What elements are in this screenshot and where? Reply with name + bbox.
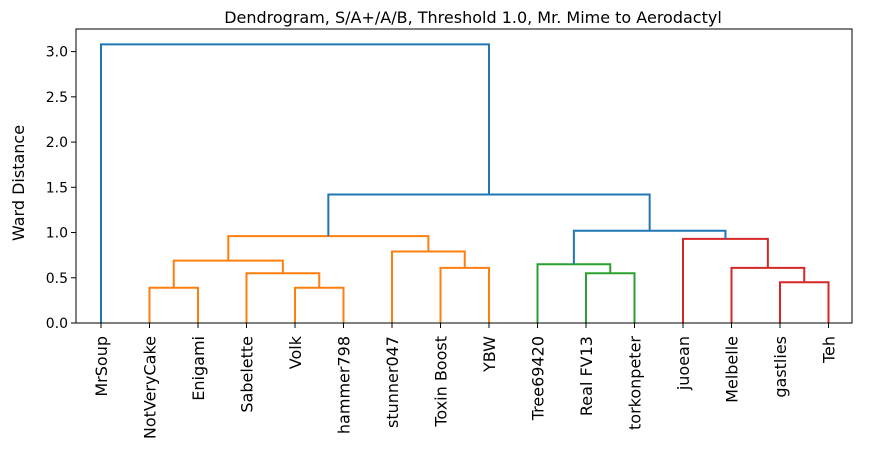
plot-area-frame — [75, 28, 853, 324]
y-axis: 0.0 0.5 1.0 1.5 2.0 2.5 3.0 — [46, 45, 76, 332]
leaf-label-2: Enigami — [189, 336, 208, 401]
leaf-label-10: Real FV13 — [577, 336, 596, 416]
y-tick-label-1: 0.5 — [46, 271, 68, 287]
y-tick-label-3: 1.5 — [46, 180, 68, 196]
dendrogram-link-3 — [172, 259, 284, 288]
leaf-label-8: YBW — [480, 336, 499, 373]
dendrogram-link-1 — [294, 286, 345, 323]
dendrogram-link-0 — [148, 286, 199, 323]
dendrogram-link-12 — [572, 229, 727, 265]
dendrogram-link-4 — [439, 266, 490, 323]
dendrogram-link-14 — [100, 43, 490, 323]
dendrogram-links — [100, 43, 830, 323]
chart-title: Dendrogram, S/A+/A/B, Threshold 1.0, Mr.… — [224, 8, 722, 27]
y-tick-label-4: 2.0 — [46, 135, 68, 151]
leaf-label-4: Volk — [286, 335, 305, 369]
dendrogram-link-2 — [245, 272, 321, 323]
leaf-label-7: Toxin Boost — [432, 336, 451, 428]
leaf-label-6: stunner047 — [383, 336, 402, 428]
leaf-label-9: Tree69420 — [529, 336, 548, 421]
leaf-label-11: torkonpeter — [626, 336, 645, 430]
dendrogram-link-13 — [327, 193, 651, 237]
y-tick-label-6: 3.0 — [46, 45, 68, 61]
y-axis-label: Ward Distance — [9, 125, 28, 241]
dendrogram-link-5 — [391, 250, 466, 323]
leaf-label-13: Melbelle — [723, 336, 742, 403]
leaf-label-15: Teh — [820, 336, 839, 364]
y-tick-label-0: 0.0 — [46, 316, 68, 332]
dendrogram-link-6 — [227, 235, 430, 261]
dendrogram-link-9 — [779, 281, 830, 323]
leaf-label-5: hammer798 — [335, 336, 354, 434]
leaf-label-14: gastlies — [771, 336, 790, 398]
leaf-label-3: Sabelette — [238, 336, 257, 413]
leaf-label-0: MrSoup — [92, 336, 111, 397]
leaf-label-12: juoean — [674, 336, 693, 391]
leaf-label-1: NotVeryCake — [141, 336, 160, 439]
dendrogram-link-7 — [585, 272, 636, 323]
y-tick-label-5: 2.5 — [46, 90, 68, 106]
x-axis: MrSoup NotVeryCake Enigami Sabelette Volk ham… — [92, 323, 839, 439]
dendrogram-link-11 — [682, 237, 769, 323]
y-tick-label-2: 1.0 — [46, 226, 68, 242]
dendrogram-link-10 — [730, 266, 806, 323]
